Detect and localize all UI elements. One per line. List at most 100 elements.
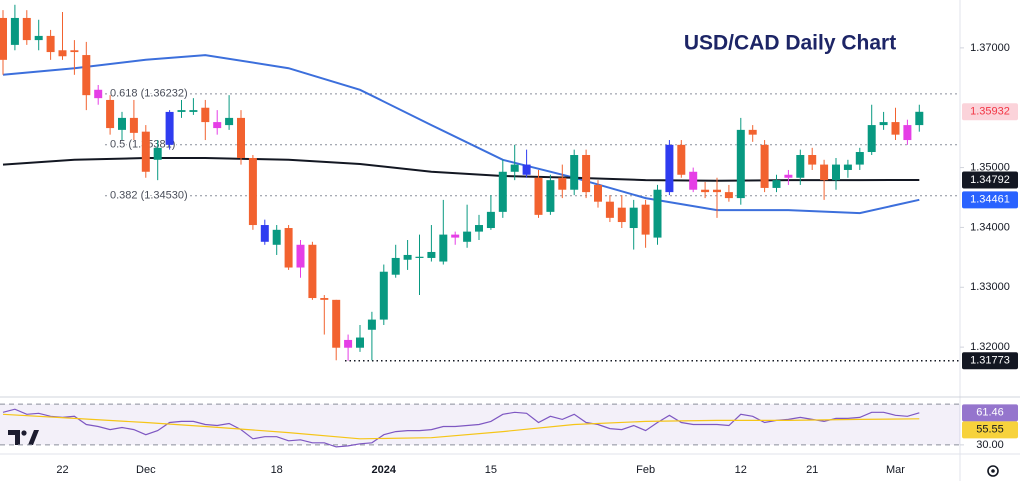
candle-body	[486, 211, 495, 229]
candle-body	[534, 177, 543, 215]
candle-body	[58, 50, 67, 57]
candle-body	[34, 35, 43, 41]
x-tick-label: 12	[735, 464, 747, 476]
candle-body	[439, 234, 448, 262]
candle-body	[379, 271, 388, 320]
candle-body	[498, 171, 507, 212]
candle-body	[546, 180, 555, 212]
y-tick-label: 1.33000	[970, 281, 1010, 293]
candle-body	[367, 319, 376, 330]
price-badge	[962, 421, 1018, 439]
candle-body	[82, 55, 91, 96]
price-badge	[962, 352, 1018, 370]
price-badge	[962, 103, 1018, 121]
x-tick-label: 21	[806, 464, 818, 476]
x-tick-label: 15	[485, 464, 497, 476]
fib-label: 0.382 (1.34530)	[110, 190, 188, 202]
candle-body	[855, 152, 864, 165]
candle-body	[22, 17, 31, 41]
candle-body	[796, 155, 805, 178]
candle-body	[213, 122, 222, 129]
candle-body	[272, 229, 281, 245]
candle-body	[10, 17, 19, 45]
price-badge-label: 1.34461	[970, 194, 1010, 206]
candle-body	[70, 50, 79, 53]
candle-body	[629, 207, 638, 229]
candle-body	[177, 110, 186, 112]
rsi-line	[2, 413, 920, 440]
price-badge-label: 61.46	[976, 407, 1004, 419]
candle-body	[915, 111, 924, 126]
y-tick-label: 30.00	[976, 439, 1004, 451]
candle-body	[748, 129, 757, 135]
x-tick-label: Mar	[886, 464, 905, 476]
candle-body	[201, 107, 210, 123]
chart-title: USD/CAD Daily Chart	[684, 32, 896, 55]
candle-body	[570, 155, 579, 190]
price-badge	[962, 171, 1018, 189]
tv-logo	[8, 430, 39, 445]
candle-body	[165, 111, 174, 145]
candle-body	[808, 155, 817, 165]
x-tick-label: Dec	[136, 464, 156, 476]
settings-icon[interactable]	[987, 465, 999, 477]
candle-body	[391, 257, 400, 275]
candle-body	[225, 117, 234, 126]
candle-body	[463, 231, 472, 242]
candle-body	[582, 155, 591, 193]
candle-body	[760, 144, 769, 188]
candle-body	[320, 298, 329, 300]
x-tick-label: 22	[56, 464, 68, 476]
candle-body	[677, 144, 686, 175]
candle-body	[689, 171, 698, 190]
candle-body	[344, 339, 353, 348]
candle-body	[784, 174, 793, 178]
candle-body	[129, 117, 138, 133]
candle-body	[736, 129, 745, 199]
fib-label: 0.618 (1.36232)	[110, 88, 188, 100]
candle-body	[260, 225, 269, 242]
candle-body	[713, 189, 721, 193]
candle-body	[843, 164, 852, 170]
x-tick-label: Feb	[636, 464, 655, 476]
candle-body	[451, 234, 460, 238]
candle-body	[356, 337, 364, 348]
candle-body	[94, 89, 103, 99]
candle-body	[510, 164, 519, 172]
price-badge-label: 1.31773	[970, 355, 1010, 367]
candle-body	[141, 131, 150, 172]
candle-body	[641, 204, 650, 235]
candle-body	[665, 144, 674, 193]
candle-body	[284, 228, 293, 268]
candle-body	[701, 189, 710, 193]
x-tick-label: 2024	[372, 464, 397, 476]
candle-body	[522, 164, 531, 175]
candle-body	[0, 17, 7, 60]
candle-body	[296, 244, 305, 268]
candle-body	[772, 180, 781, 188]
candle-body	[820, 164, 829, 181]
candle-body	[653, 189, 662, 238]
price-badge	[962, 191, 1018, 209]
candle-body	[605, 201, 614, 218]
price-badge	[962, 404, 1018, 422]
candle-body	[867, 125, 876, 153]
candle-body	[189, 110, 198, 112]
candle-body	[415, 256, 424, 258]
candle-body	[594, 184, 602, 202]
candle-body	[617, 207, 626, 223]
price-badge-label: 1.34792	[970, 174, 1010, 186]
candle-body	[903, 125, 912, 141]
candle-body	[879, 122, 888, 126]
candle-body	[427, 251, 436, 258]
candle-body	[248, 158, 257, 226]
y-tick-label: 1.34000	[970, 221, 1010, 233]
candle-body	[891, 122, 900, 135]
candle-body	[106, 99, 115, 129]
candle-body	[558, 177, 567, 190]
price-badge-label: 1.35932	[970, 106, 1010, 118]
price-badge-label: 55.55	[976, 424, 1004, 436]
candle-body	[403, 254, 412, 260]
candle-body	[118, 117, 126, 130]
candle-body	[475, 225, 483, 232]
